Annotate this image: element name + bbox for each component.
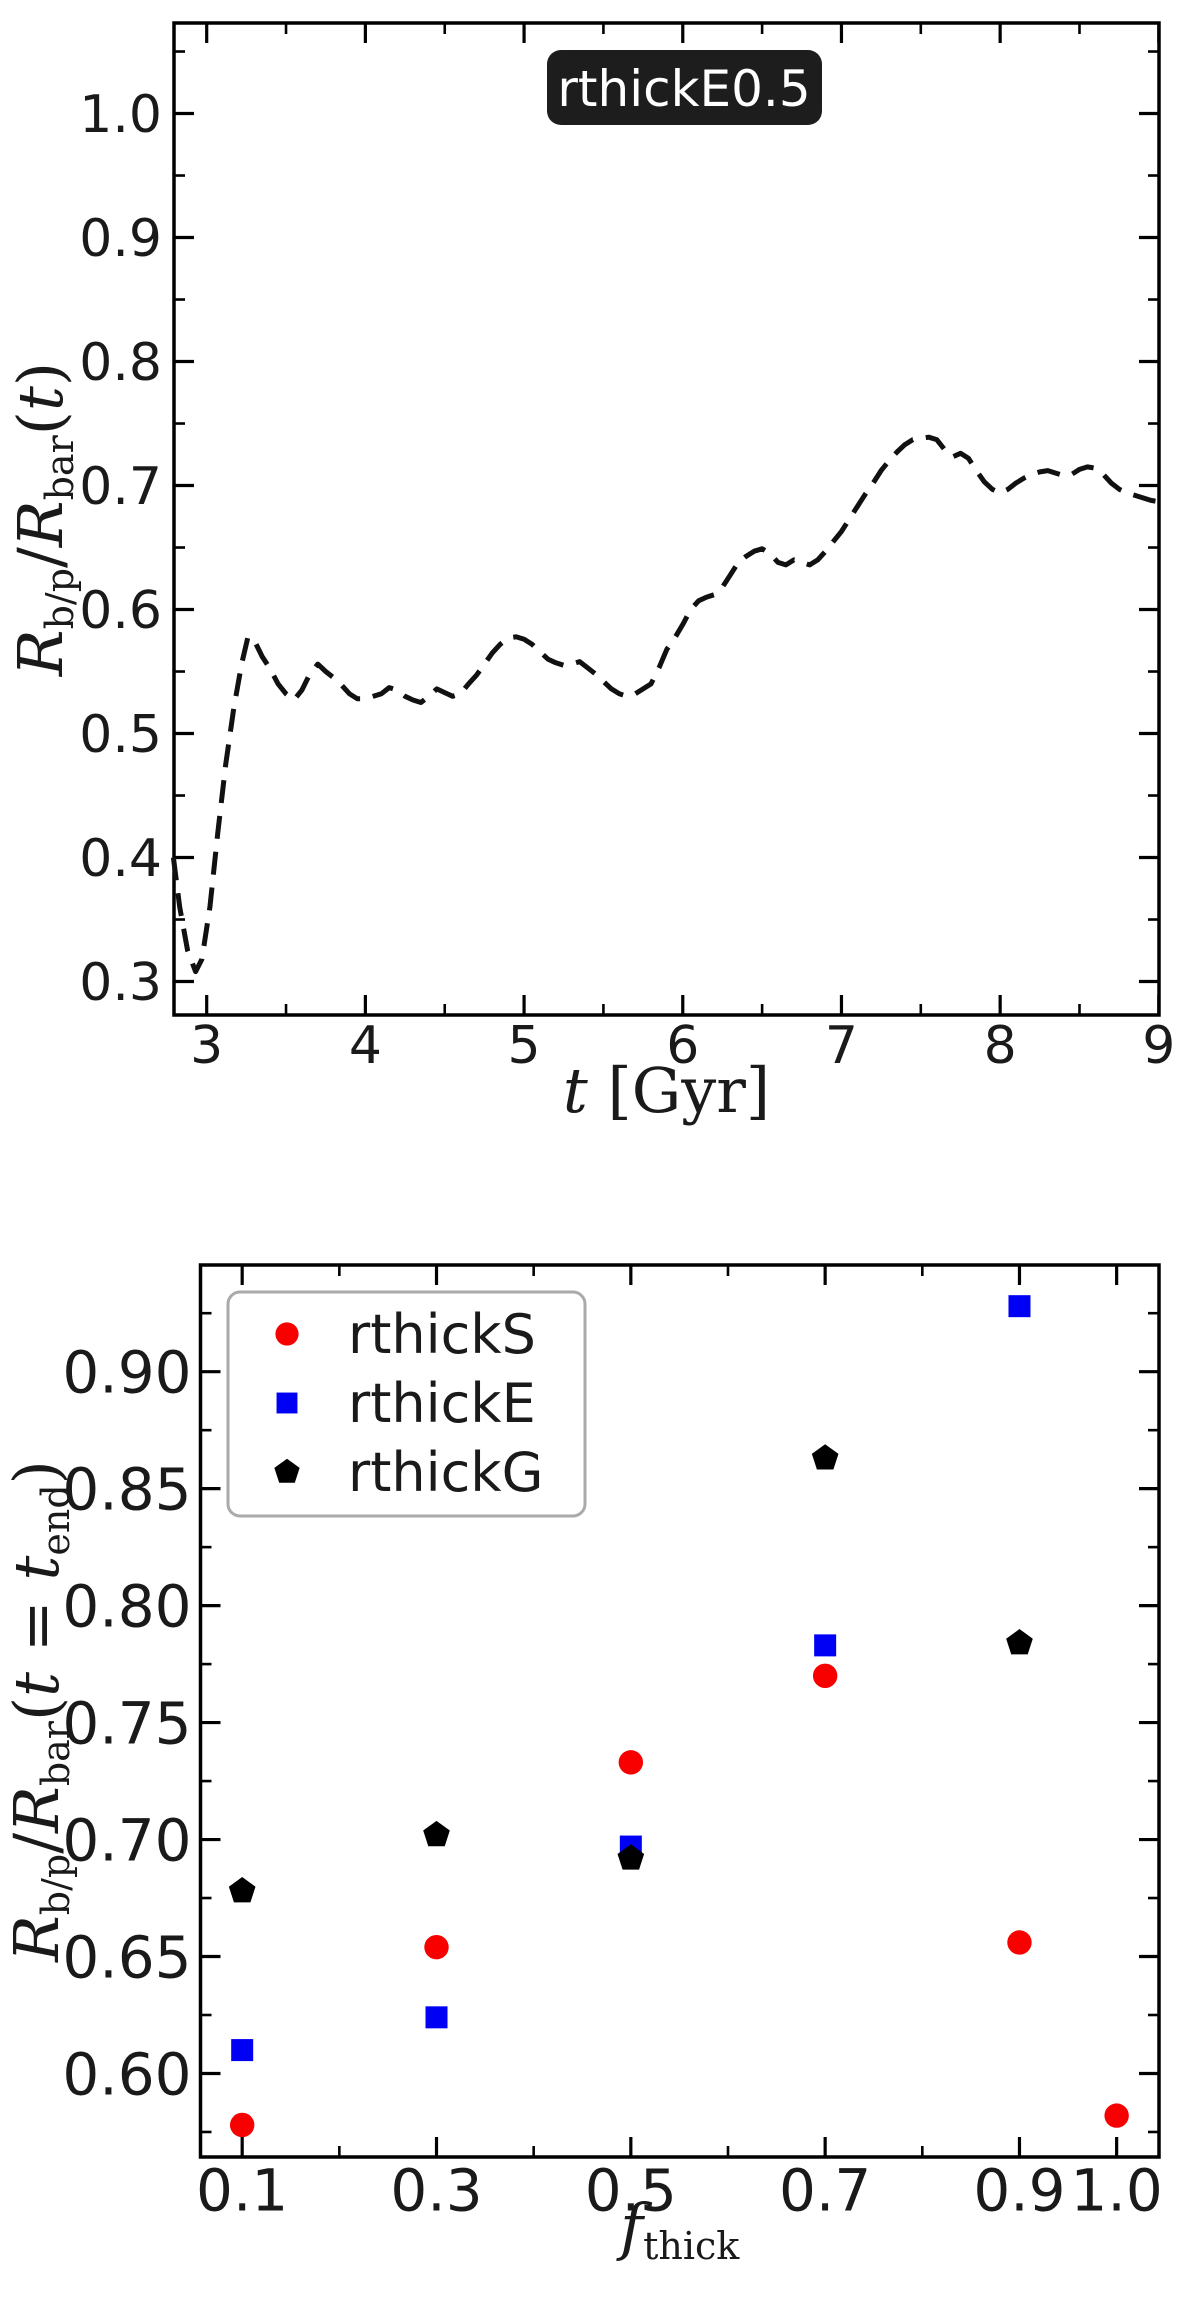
y-tick-label: 0.60 <box>62 2040 191 2108</box>
x-tick-label: 6 <box>666 1016 699 1076</box>
y-tick-label: 0.90 <box>62 1339 191 1407</box>
x-tick-label: 7 <box>825 1016 858 1076</box>
scatter-points <box>228 1295 1129 2138</box>
square-marker <box>231 2039 254 2062</box>
x-tick-label: 0.9 <box>973 2156 1065 2224</box>
x-axis-label: fthick <box>616 2190 740 2268</box>
y-tick-label: 0.7 <box>79 457 162 517</box>
y-tick-label: 0.4 <box>79 829 162 889</box>
x-tick-label: 3 <box>190 1016 223 1076</box>
legend-item-label: rthickE <box>348 1372 536 1435</box>
square-marker <box>814 1634 837 1657</box>
ticks <box>200 1265 1159 2157</box>
y-tick-label: 0.65 <box>62 1923 191 1991</box>
square-marker <box>1008 1295 1031 1318</box>
top-chart: 3 4 5 6 7 8 9 0.3 0.4 0.5 0.6 0.7 0.8 0.9 1.0 t [Gyr] Rb… <box>4 21 1175 1127</box>
annotation-box <box>547 50 822 125</box>
circle-marker <box>618 1750 644 1775</box>
pentagon-marker <box>423 1820 450 1847</box>
y-tick-label: 0.6 <box>79 581 162 641</box>
annotation-label: rthickE0.5 <box>557 60 810 118</box>
square-marker <box>276 1392 298 1414</box>
x-axis-label: t [Gyr] <box>563 1054 770 1127</box>
y-tick-label: 0.75 <box>62 1689 191 1757</box>
y-axis-label: Rb/p/Rbar(t) <box>4 362 82 677</box>
y-tick-label: 0.70 <box>62 1806 191 1874</box>
legend-item-label: rthickG <box>348 1441 543 1504</box>
y-tick-label: 0.3 <box>79 953 162 1013</box>
y-tick-label: 0.5 <box>79 705 162 765</box>
x-tick-label: 4 <box>349 1016 382 1076</box>
ticks <box>174 23 1161 1015</box>
bottom-chart: 0.1 0.3 0.5 0.7 0.9 1.0 0.60 0.65 0.70 0.75 0.80 0.… <box>0 1263 1163 2268</box>
y-tick-label: 1.0 <box>79 85 162 145</box>
pentagon-marker <box>228 1877 256 1903</box>
square-marker <box>425 2006 448 2029</box>
circle-marker <box>1104 2103 1129 2128</box>
dashed-curve <box>170 434 1160 975</box>
x-tick-label: 8 <box>984 1016 1017 1076</box>
pentagon-marker <box>1006 1629 1033 1655</box>
y-tick-label: 0.8 <box>79 333 162 393</box>
axis-frame <box>172 21 1161 1017</box>
circle-marker <box>229 2112 255 2138</box>
x-tick-label: 0.1 <box>196 2156 288 2224</box>
x-tick-label: 0.3 <box>390 2156 482 2224</box>
circle-marker <box>1007 1930 1032 1955</box>
circle-marker <box>275 1322 299 1346</box>
y-tick-label: 0.80 <box>62 1572 191 1640</box>
circle-marker <box>812 1663 838 1688</box>
x-tick-label: 9 <box>1142 1016 1175 1076</box>
circle-marker <box>424 1934 449 1960</box>
pentagon-marker <box>274 1458 300 1483</box>
x-tick-label: 0.7 <box>779 2156 871 2224</box>
y-tick-label: 0.9 <box>79 209 162 269</box>
legend-item-label: rthickS <box>348 1303 536 1366</box>
y-tick-label: 0.85 <box>62 1456 191 1524</box>
axis-frame <box>198 1263 1161 2159</box>
y-axis-label: Rb/p/Rbar(t = tend) <box>0 1460 78 1963</box>
pentagon-marker <box>811 1444 839 1470</box>
x-tick-label: 0.5 <box>585 2156 677 2224</box>
x-tick-label: 1.0 <box>1071 2156 1163 2224</box>
legend-box <box>226 1290 587 1518</box>
x-tick-label: 5 <box>508 1016 541 1076</box>
pentagon-marker <box>617 1844 645 1870</box>
